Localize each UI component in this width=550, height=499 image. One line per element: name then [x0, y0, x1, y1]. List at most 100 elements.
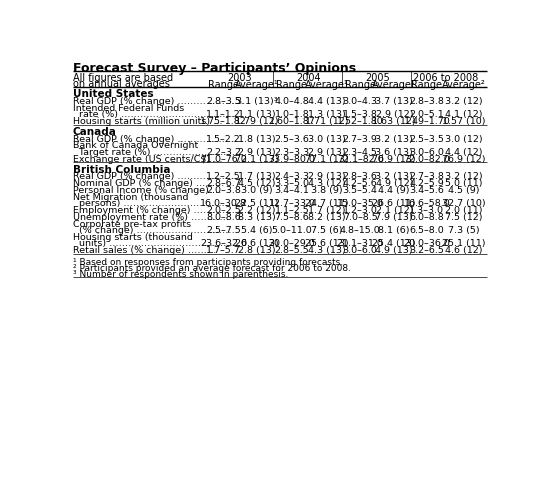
Text: 5.0–11.0: 5.0–11.0: [272, 226, 312, 235]
Text: 2.9 (12): 2.9 (12): [376, 110, 413, 119]
Text: 16.6–58.0: 16.6–58.0: [404, 199, 450, 208]
Text: All figures are based: All figures are based: [73, 73, 173, 83]
Text: 7.3 (5): 7.3 (5): [448, 226, 480, 235]
Text: Range: Range: [345, 80, 376, 90]
Text: Employment (% change) …………: Employment (% change) …………: [73, 206, 231, 215]
Text: Average¹: Average¹: [372, 80, 416, 90]
Text: 4.6 (12): 4.6 (12): [446, 246, 483, 255]
Text: 1.1 (13): 1.1 (13): [238, 110, 276, 119]
Text: 1.7 (13): 1.7 (13): [238, 172, 276, 181]
Text: 2.9 (13): 2.9 (13): [238, 148, 276, 157]
Text: persons) ………………………………: persons) ………………………………: [73, 199, 237, 208]
Text: 1.71 (12): 1.71 (12): [305, 117, 349, 126]
Text: 2.1 (12): 2.1 (12): [376, 206, 413, 215]
Text: Canada: Canada: [73, 127, 117, 137]
Text: Housing starts (million units) …: Housing starts (million units) …: [73, 117, 222, 126]
Text: 2.0–5.1: 2.0–5.1: [409, 110, 444, 119]
Text: 20.0–29.0: 20.0–29.0: [268, 240, 315, 249]
Text: 2.0 (11): 2.0 (11): [446, 206, 483, 215]
Text: 23.6–32.0: 23.6–32.0: [200, 240, 248, 249]
Text: 3.6 (13): 3.6 (13): [375, 148, 413, 157]
Text: 2.8–6.7: 2.8–6.7: [206, 179, 241, 188]
Text: Real GDP (% change) …………………: Real GDP (% change) …………………: [73, 97, 244, 106]
Text: units) …………………………………: units) …………………………………: [73, 240, 232, 249]
Text: 3.2 (12): 3.2 (12): [445, 172, 483, 181]
Text: 1.0–1.8: 1.0–1.8: [274, 110, 309, 119]
Text: (% change) …………………………: (% change) …………………………: [73, 226, 231, 235]
Text: 2004: 2004: [296, 73, 321, 83]
Text: 1.2–2.5: 1.2–2.5: [206, 172, 241, 181]
Text: 4.4 (12): 4.4 (12): [446, 148, 483, 157]
Text: 77.1 (13): 77.1 (13): [305, 155, 349, 164]
Text: Average¹: Average¹: [305, 80, 349, 90]
Text: Real GDP (% change) …………………: Real GDP (% change) …………………: [73, 135, 244, 144]
Text: Housing starts (thousand: Housing starts (thousand: [73, 233, 192, 242]
Text: 71.0–76.0: 71.0–76.0: [200, 155, 247, 164]
Text: 3.0–6.0: 3.0–6.0: [343, 246, 378, 255]
Text: 72.1–82.0: 72.1–82.0: [337, 155, 383, 164]
Text: Personal Income (% change) …: Personal Income (% change) …: [73, 186, 221, 195]
Text: ¹ Based on responses from participants providing forecasts.: ¹ Based on responses from participants p…: [73, 258, 343, 267]
Text: 2.2–3.2: 2.2–3.2: [206, 148, 241, 157]
Text: 7.5 (12): 7.5 (12): [446, 213, 483, 222]
Text: 2.2 (12): 2.2 (12): [238, 206, 276, 215]
Text: ³ Number of respondents shown in parenthesis.: ³ Number of respondents shown in parenth…: [73, 270, 288, 279]
Text: 2.9 (13): 2.9 (13): [308, 172, 345, 181]
Text: Average¹: Average¹: [235, 80, 279, 90]
Text: 3.2 (12): 3.2 (12): [445, 97, 483, 106]
Text: 2.3–4.5: 2.3–4.5: [343, 148, 378, 157]
Text: 4.5 (12): 4.5 (12): [238, 179, 276, 188]
Text: 8.0–8.6: 8.0–8.6: [206, 213, 241, 222]
Text: 1.1–2.5: 1.1–2.5: [274, 206, 309, 215]
Text: 3.2–6.5: 3.2–6.5: [409, 246, 444, 255]
Text: 25.4 (13): 25.4 (13): [372, 240, 416, 249]
Text: 3.1 (13)³: 3.1 (13)³: [236, 97, 278, 106]
Text: Corporate pre-tax profits: Corporate pre-tax profits: [73, 220, 191, 229]
Text: 1.3–3.0: 1.3–3.0: [409, 206, 444, 215]
Text: 8.2 (13): 8.2 (13): [308, 213, 345, 222]
Text: 3.7 (13): 3.7 (13): [375, 97, 413, 106]
Text: 4.2–5.6: 4.2–5.6: [343, 179, 377, 188]
Text: 2.9 (13): 2.9 (13): [308, 148, 345, 157]
Text: 16.0–30.8: 16.0–30.8: [200, 199, 247, 208]
Text: 24.7 (11): 24.7 (11): [305, 199, 349, 208]
Text: 1.3 (13): 1.3 (13): [308, 110, 346, 119]
Text: 2.0–2.5: 2.0–2.5: [206, 206, 241, 215]
Text: 1.8 (13): 1.8 (13): [238, 135, 276, 144]
Text: 1.1–1.2: 1.1–1.2: [206, 110, 241, 119]
Text: 1.7 (12): 1.7 (12): [308, 206, 345, 215]
Text: 3.4–5.6: 3.4–5.6: [409, 186, 444, 195]
Text: Real GDP (% change) …………………: Real GDP (% change) …………………: [73, 172, 244, 181]
Text: 21.1–31.0: 21.1–31.0: [337, 240, 383, 249]
Text: 1.79 (12): 1.79 (12): [235, 117, 279, 126]
Text: 3.0 (12): 3.0 (12): [445, 135, 483, 144]
Text: 25.1 (11): 25.1 (11): [442, 240, 486, 249]
Text: 26.6 (13): 26.6 (13): [235, 240, 279, 249]
Text: 3.0 (13): 3.0 (13): [308, 135, 346, 144]
Text: 3.2 (13): 3.2 (13): [375, 172, 413, 181]
Text: 7.5 (6): 7.5 (6): [311, 226, 343, 235]
Text: 72.1 (13): 72.1 (13): [235, 155, 279, 164]
Text: 3.4–4.1: 3.4–4.1: [274, 186, 310, 195]
Text: 7.5–8.6: 7.5–8.6: [274, 213, 309, 222]
Text: Net Migration (thousand: Net Migration (thousand: [73, 193, 188, 202]
Text: 25.6 (13): 25.6 (13): [305, 240, 349, 249]
Text: 6.0–8.8: 6.0–8.8: [409, 213, 444, 222]
Text: 4.9 (12): 4.9 (12): [376, 179, 413, 188]
Text: 8.3 (13): 8.3 (13): [238, 213, 276, 222]
Text: 4.3 (13): 4.3 (13): [308, 246, 346, 255]
Text: 7.0–8.5: 7.0–8.5: [343, 213, 377, 222]
Text: 2.3–3.3: 2.3–3.3: [274, 148, 310, 157]
Text: 4.5 (9): 4.5 (9): [448, 186, 480, 195]
Text: 4.4 (13): 4.4 (13): [308, 97, 345, 106]
Text: 5.0 (11): 5.0 (11): [446, 179, 483, 188]
Text: 1.63 (12): 1.63 (12): [372, 117, 416, 126]
Text: 1.7–5.7: 1.7–5.7: [206, 246, 241, 255]
Text: 4.0–4.8: 4.0–4.8: [274, 97, 309, 106]
Text: 2.5–3.6: 2.5–3.6: [274, 135, 310, 144]
Text: 2.0–3.8: 2.0–3.8: [206, 186, 241, 195]
Text: 2.8–5.5: 2.8–5.5: [274, 246, 309, 255]
Text: 7.9 (13): 7.9 (13): [376, 213, 413, 222]
Text: 2.8–3.5: 2.8–3.5: [206, 97, 241, 106]
Text: 72.0–82.0: 72.0–82.0: [404, 155, 450, 164]
